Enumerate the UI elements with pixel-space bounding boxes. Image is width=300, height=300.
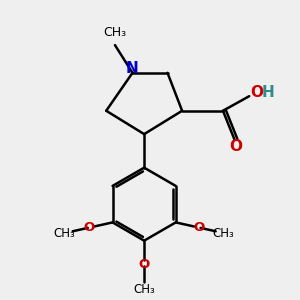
Text: CH₃: CH₃	[103, 26, 126, 39]
Text: H: H	[262, 85, 274, 100]
Text: CH₃: CH₃	[213, 226, 235, 239]
Text: N: N	[125, 61, 138, 76]
Text: O: O	[230, 139, 243, 154]
Text: CH₃: CH₃	[133, 283, 155, 296]
Text: O: O	[139, 258, 150, 272]
Text: O: O	[83, 221, 94, 234]
Text: O: O	[194, 221, 205, 234]
Text: O: O	[250, 85, 263, 100]
Text: CH₃: CH₃	[54, 226, 76, 239]
